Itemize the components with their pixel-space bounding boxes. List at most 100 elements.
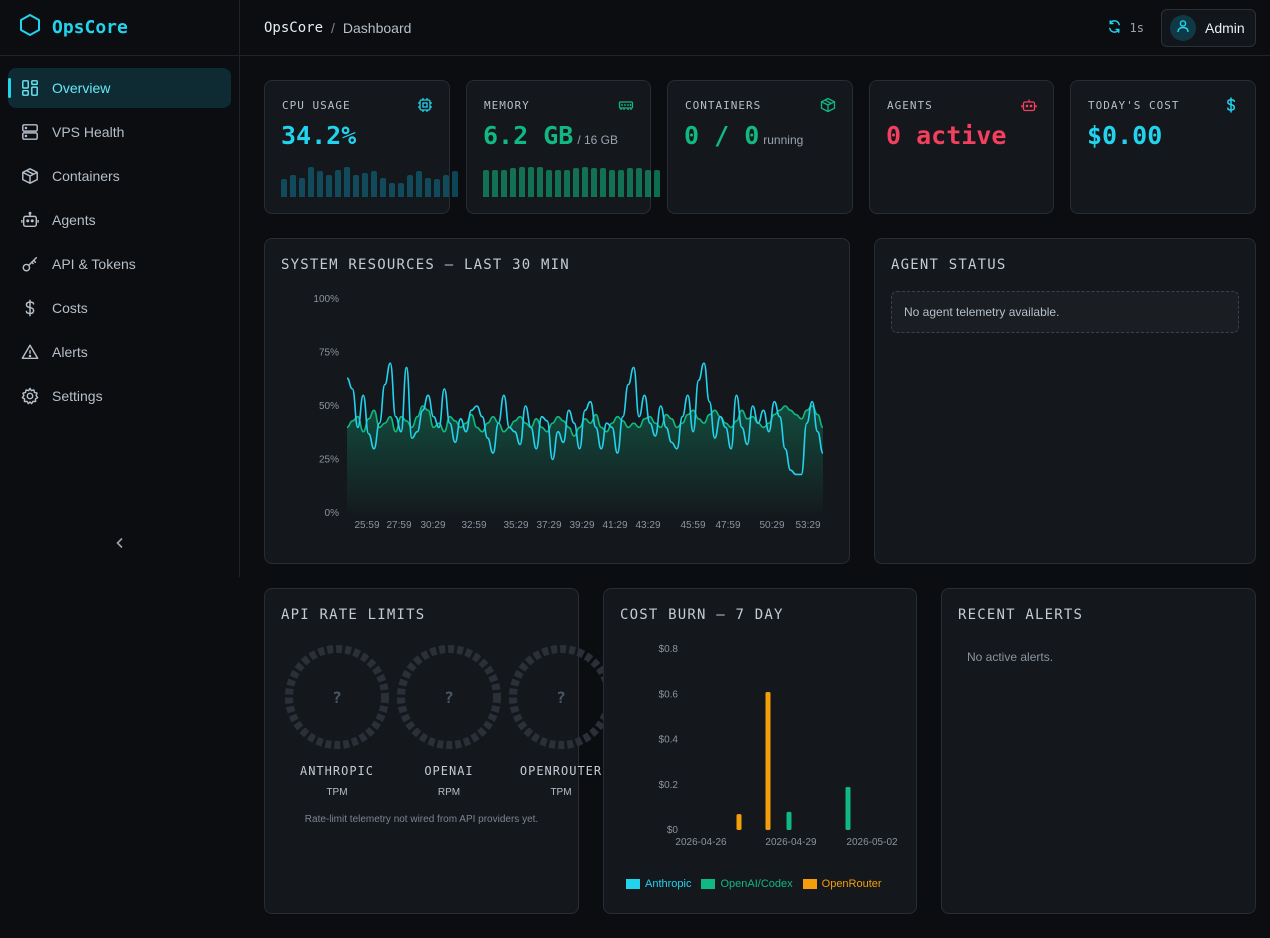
sidebar-item-label: Costs bbox=[52, 300, 88, 316]
sidebar-item-costs[interactable]: Costs bbox=[8, 288, 231, 328]
spark-bar bbox=[519, 166, 525, 197]
spark-bar bbox=[483, 169, 489, 197]
gauge-unit: TPM bbox=[550, 787, 572, 798]
sidebar-item-overview[interactable]: Overview bbox=[8, 68, 231, 108]
spark-bar bbox=[582, 166, 588, 197]
agent-status-panel: AGENT STATUS No agent telemetry availabl… bbox=[874, 238, 1256, 564]
spark-bar bbox=[546, 169, 552, 197]
x-tick-label: 43:29 bbox=[635, 520, 660, 531]
breadcrumb: OpsCore / Dashboard bbox=[264, 20, 411, 36]
collapse-sidebar-button[interactable] bbox=[108, 534, 132, 556]
stat-card-memory: MEMORY 6.2 GB/ 16 GB bbox=[466, 80, 660, 214]
sidebar-item-agents[interactable]: Agents bbox=[8, 200, 231, 240]
spark-bar bbox=[407, 174, 413, 197]
user-name: Admin bbox=[1205, 20, 1245, 36]
y-tick-label: $0.6 bbox=[659, 689, 679, 700]
spark-bar bbox=[537, 166, 543, 197]
x-tick-label: 39:29 bbox=[569, 520, 594, 531]
system-resources-chart: 0% 25% 50% 75% 100% 25:59 27:59 30:29 32:59 35:29… bbox=[313, 294, 824, 531]
x-tick-label: 45:59 bbox=[680, 520, 705, 531]
legend-item-anthropic[interactable]: Anthropic bbox=[626, 878, 691, 890]
memory-series-area bbox=[347, 406, 823, 513]
x-tick-label: 50:29 bbox=[759, 520, 784, 531]
sidebar-item-label: API & Tokens bbox=[52, 256, 136, 272]
spark-bar bbox=[510, 168, 516, 197]
sidebar-item-alerts[interactable]: Alerts bbox=[8, 332, 231, 372]
panel-title: API RATE LIMITS bbox=[281, 607, 426, 623]
y-tick-label: $0 bbox=[667, 825, 679, 836]
user-icon bbox=[1176, 19, 1190, 38]
sidebar-item-api-tokens[interactable]: API & Tokens bbox=[8, 244, 231, 284]
panel-title: AGENT STATUS bbox=[891, 257, 1007, 273]
cost-bar bbox=[786, 811, 792, 830]
stat-value: 6.2 GB/ 16 GB bbox=[483, 121, 618, 150]
dollar-icon bbox=[1223, 97, 1239, 113]
alert-icon bbox=[20, 342, 40, 362]
x-tick-label: 25:59 bbox=[354, 520, 379, 531]
x-tick-label: 2026-04-26 bbox=[675, 837, 727, 848]
sidebar-item-vps-health[interactable]: VPS Health bbox=[8, 112, 231, 152]
spark-bar bbox=[573, 168, 579, 197]
spark-bar bbox=[443, 174, 449, 197]
stat-title: CONTAINERS bbox=[685, 99, 762, 112]
gauge-value: ? bbox=[444, 688, 454, 707]
stat-card-cost: TODAY'S COST $0.00 bbox=[1070, 80, 1256, 214]
breadcrumb-app[interactable]: OpsCore bbox=[264, 19, 324, 36]
memory-series-line bbox=[346, 405, 824, 437]
stat-title: TODAY'S COST bbox=[1088, 99, 1180, 112]
legend-swatch bbox=[802, 879, 817, 889]
brand[interactable]: OpsCore bbox=[0, 0, 239, 56]
spark-bar bbox=[609, 169, 615, 197]
spark-bar bbox=[353, 174, 359, 197]
sidebar-item-label: Agents bbox=[52, 212, 96, 228]
rate-gauge-openai: ? OPENAI RPM bbox=[394, 642, 504, 798]
spark-bar bbox=[492, 169, 498, 197]
legend-label: Anthropic bbox=[645, 878, 692, 890]
cost-bar bbox=[765, 691, 771, 830]
stat-card-containers: CONTAINERS 0 / 0 running bbox=[667, 80, 853, 214]
dollar-icon bbox=[20, 298, 40, 318]
refresh-interval-button[interactable]: 1s bbox=[1107, 19, 1144, 37]
refresh-interval-label: 1s bbox=[1129, 21, 1144, 35]
x-tick-label: 37:29 bbox=[536, 520, 561, 531]
x-tick-label: 2026-05-02 bbox=[846, 837, 898, 848]
bot-icon bbox=[20, 210, 40, 230]
refresh-icon bbox=[1107, 19, 1130, 37]
agent-status-empty: No agent telemetry available. bbox=[891, 291, 1239, 333]
legend-swatch bbox=[626, 879, 640, 889]
stat-title: AGENTS bbox=[887, 99, 933, 112]
spark-bar bbox=[591, 168, 597, 197]
x-tick-label: 30:29 bbox=[420, 520, 445, 531]
spark-bar bbox=[317, 171, 323, 197]
spark-bar bbox=[627, 168, 633, 197]
legend-label: OpenRouter bbox=[821, 878, 882, 890]
user-menu-button[interactable]: Admin bbox=[1161, 9, 1256, 47]
spark-bar bbox=[290, 174, 296, 197]
box-icon bbox=[820, 97, 836, 113]
spark-bar bbox=[528, 166, 534, 197]
legend-item-openrouter[interactable]: OpenRouter bbox=[802, 878, 882, 890]
spark-bar bbox=[636, 168, 642, 197]
rate-gauge-anthropic: ? ANTHROPIC TPM bbox=[282, 642, 392, 798]
top-bar: OpsCore / Dashboard 1s Admin bbox=[240, 0, 1270, 56]
spark-bar bbox=[380, 177, 386, 197]
api-rate-limits-panel: API RATE LIMITS ? ANTHROPIC TPM ? OPENAI… bbox=[264, 588, 613, 914]
legend-item-openai[interactable]: OpenAI/Codex bbox=[701, 878, 793, 890]
cpu-icon bbox=[417, 97, 433, 113]
sidebar-item-containers[interactable]: Containers bbox=[8, 156, 231, 196]
spark-bar bbox=[326, 174, 332, 197]
sidebar: OpsCore Overview VPS Health Containers A… bbox=[0, 0, 240, 577]
spark-bar bbox=[501, 169, 507, 197]
spark-bar bbox=[389, 182, 395, 197]
containers-sub: running bbox=[763, 133, 804, 147]
sidebar-item-label: Containers bbox=[52, 168, 120, 184]
cost-burn-panel: COST BURN — 7 DAY $0 $0.2 $0.4 $0.6 $0.8 2026… bbox=[603, 588, 917, 914]
spark-bar bbox=[425, 177, 431, 197]
sidebar-item-settings[interactable]: Settings bbox=[8, 376, 231, 416]
avatar bbox=[1170, 15, 1196, 41]
cpu-series-line bbox=[346, 362, 824, 476]
hexagon-logo-icon bbox=[18, 13, 42, 42]
sidebar-item-label: Settings bbox=[52, 388, 103, 404]
y-tick-label: 25% bbox=[319, 455, 339, 466]
panel-title: COST BURN — 7 DAY bbox=[620, 607, 784, 623]
